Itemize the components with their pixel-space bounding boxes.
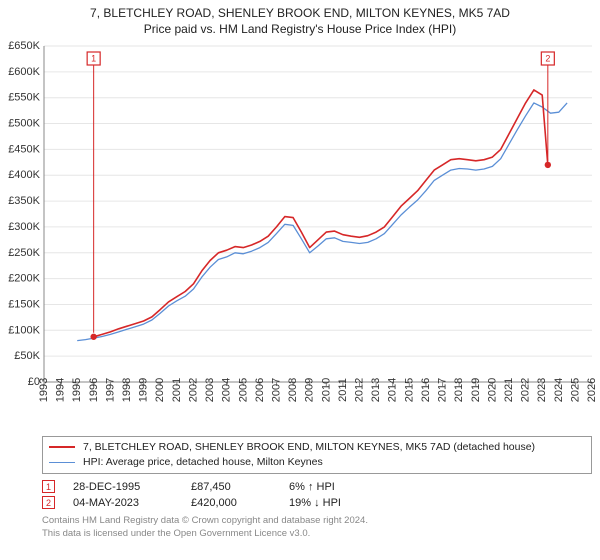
svg-text:2000: 2000 [154, 378, 166, 402]
svg-text:£550K: £550K [8, 92, 40, 104]
svg-text:£100K: £100K [8, 324, 40, 336]
legend-label-subject: 7, BLETCHLEY ROAD, SHENLEY BROOK END, MI… [83, 440, 535, 455]
legend-row-subject: 7, BLETCHLEY ROAD, SHENLEY BROOK END, MI… [49, 440, 585, 455]
svg-text:2025: 2025 [569, 378, 581, 402]
svg-text:£200K: £200K [8, 273, 40, 285]
svg-text:1999: 1999 [138, 378, 150, 402]
svg-text:2020: 2020 [486, 378, 498, 402]
event-marker-2: 2 [42, 496, 55, 509]
svg-text:2003: 2003 [204, 378, 216, 402]
svg-text:£600K: £600K [8, 66, 40, 78]
svg-text:2009: 2009 [304, 378, 316, 402]
svg-text:2002: 2002 [187, 378, 199, 402]
svg-text:2011: 2011 [337, 378, 349, 402]
svg-text:2006: 2006 [254, 378, 266, 402]
svg-text:£500K: £500K [8, 118, 40, 130]
price-chart: £0£50K£100K£150K£200K£250K£300K£350K£400… [0, 38, 600, 436]
svg-text:1: 1 [91, 54, 96, 64]
legend: 7, BLETCHLEY ROAD, SHENLEY BROOK END, MI… [42, 436, 592, 474]
chart-svg: £0£50K£100K£150K£200K£250K£300K£350K£400… [0, 38, 600, 436]
svg-text:2016: 2016 [420, 378, 432, 402]
svg-text:1994: 1994 [55, 378, 67, 402]
chart-title-block: 7, BLETCHLEY ROAD, SHENLEY BROOK END, MI… [0, 0, 600, 38]
copyright-line2: This data is licensed under the Open Gov… [42, 528, 592, 540]
svg-text:2015: 2015 [403, 378, 415, 402]
event-row-1: 1 28-DEC-1995 £87,450 6% ↑ HPI [42, 480, 592, 493]
svg-text:1996: 1996 [88, 378, 100, 402]
copyright-line1: Contains HM Land Registry data © Crown c… [42, 515, 592, 527]
title-line1: 7, BLETCHLEY ROAD, SHENLEY BROOK END, MI… [0, 6, 600, 20]
svg-text:£150K: £150K [8, 298, 40, 310]
svg-text:2021: 2021 [503, 378, 515, 402]
svg-text:2: 2 [545, 54, 550, 64]
svg-text:2001: 2001 [171, 378, 183, 402]
svg-text:2023: 2023 [536, 378, 548, 402]
event-price-2: £420,000 [191, 497, 271, 509]
event-price-1: £87,450 [191, 481, 271, 493]
event-row-2: 2 04-MAY-2023 £420,000 19% ↓ HPI [42, 496, 592, 509]
svg-text:1995: 1995 [71, 378, 83, 402]
svg-text:1998: 1998 [121, 378, 133, 402]
svg-text:2018: 2018 [453, 378, 465, 402]
svg-text:£50K: £50K [14, 350, 40, 362]
svg-text:2004: 2004 [221, 378, 233, 402]
legend-label-hpi: HPI: Average price, detached house, Milt… [83, 455, 323, 470]
svg-text:2024: 2024 [553, 378, 565, 402]
svg-text:£300K: £300K [8, 221, 40, 233]
title-line2: Price paid vs. HM Land Registry's House … [0, 22, 600, 36]
svg-text:2017: 2017 [437, 378, 449, 402]
event-date-2: 04-MAY-2023 [73, 497, 173, 509]
svg-text:2022: 2022 [520, 378, 532, 402]
svg-text:1997: 1997 [104, 378, 116, 402]
svg-text:2026: 2026 [586, 378, 598, 402]
svg-text:1993: 1993 [38, 378, 50, 402]
event-pct-1: 6% ↑ HPI [289, 481, 389, 493]
svg-text:2005: 2005 [237, 378, 249, 402]
svg-text:2007: 2007 [270, 378, 282, 402]
svg-text:2008: 2008 [287, 378, 299, 402]
svg-text:2019: 2019 [470, 378, 482, 402]
event-date-1: 28-DEC-1995 [73, 481, 173, 493]
svg-text:2010: 2010 [320, 378, 332, 402]
event-marker-1: 1 [42, 480, 55, 493]
svg-text:£450K: £450K [8, 143, 40, 155]
svg-text:£650K: £650K [8, 40, 40, 52]
event-pct-2: 19% ↓ HPI [289, 497, 389, 509]
svg-text:£350K: £350K [8, 195, 40, 207]
legend-swatch-subject [49, 446, 75, 448]
svg-text:£250K: £250K [8, 247, 40, 259]
legend-row-hpi: HPI: Average price, detached house, Milt… [49, 455, 585, 470]
svg-text:£400K: £400K [8, 169, 40, 181]
copyright: Contains HM Land Registry data © Crown c… [42, 515, 592, 540]
svg-text:2013: 2013 [370, 378, 382, 402]
svg-text:2014: 2014 [387, 378, 399, 402]
svg-text:2012: 2012 [354, 378, 366, 402]
legend-swatch-hpi [49, 462, 75, 463]
event-table: 1 28-DEC-1995 £87,450 6% ↑ HPI 2 04-MAY-… [42, 480, 592, 509]
